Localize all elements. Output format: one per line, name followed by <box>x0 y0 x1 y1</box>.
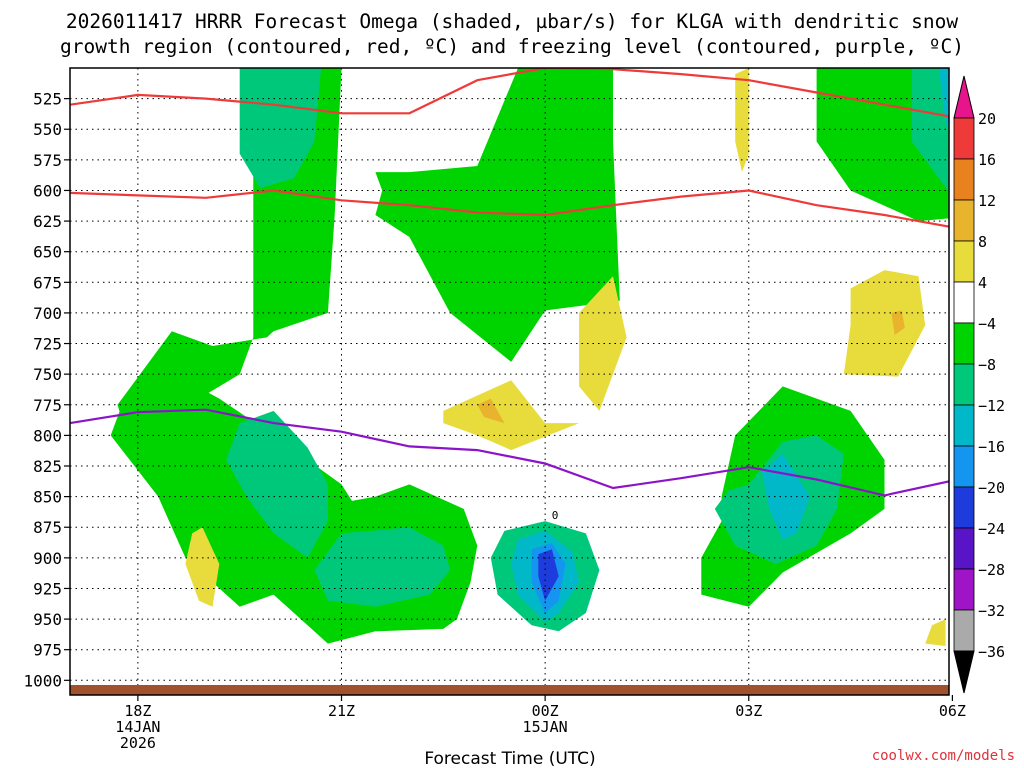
legend-swatch-8 <box>953 445 975 488</box>
legend-label-10: −24 <box>978 520 1005 538</box>
y-tick-label-750: 750 <box>33 365 62 384</box>
legend-swatch-0 <box>953 117 975 160</box>
region-omega-plus8-b <box>891 310 905 335</box>
y-tick-label-875: 875 <box>33 518 62 537</box>
region-omega-minus8-d <box>314 527 451 607</box>
legend-cap-top <box>953 75 975 119</box>
ground-surface <box>70 685 949 695</box>
legend-label-6: −8 <box>978 356 996 374</box>
freezing-level-contour-label: 0 <box>552 509 559 522</box>
legend-swatch-2 <box>953 199 975 242</box>
y-tick-label-950: 950 <box>33 610 62 629</box>
y-tick-label-700: 700 <box>33 304 62 323</box>
legend-label-8: −16 <box>978 438 1005 456</box>
legend-swatch-4 <box>953 281 975 324</box>
y-tick-label-1000: 1000 <box>23 671 62 690</box>
region-omega-plus4-c <box>843 270 926 377</box>
region-omega-plus4-a <box>443 380 580 451</box>
region-omega-minus8-c <box>226 410 328 558</box>
x-tick-label-4-0: 06Z <box>939 702 966 720</box>
legend-swatch-12 <box>953 609 975 652</box>
region-omega-plus4-d <box>185 527 220 607</box>
y-tick-label-725: 725 <box>33 335 62 354</box>
legend-swatch-10 <box>953 527 975 570</box>
x-tick-label-3-0: 03Z <box>735 702 762 720</box>
y-axis-ticks: 525 550 575 600 625 650 675 700 725 750 775 800 825 8… <box>23 90 70 690</box>
legend-swatch-9 <box>953 486 975 529</box>
contour-lines <box>70 68 949 497</box>
plot-frame <box>69 67 950 696</box>
legend-label-3: 8 <box>978 233 987 251</box>
legend-label-7: −12 <box>978 397 1005 415</box>
y-tick-label-975: 975 <box>33 641 62 660</box>
legend-label-0: 20 <box>978 110 996 128</box>
chart-title-line-2: growth region (contoured, red, ºC) and f… <box>60 35 964 58</box>
region-omega-plus8-a <box>477 398 505 424</box>
legend-label-9: −20 <box>978 479 1005 497</box>
y-tick-label-525: 525 <box>33 90 62 109</box>
y-tick-label-550: 550 <box>33 120 62 139</box>
freezing-level-contour <box>70 408 949 497</box>
legend-swatch-3 <box>953 240 975 283</box>
plot-area <box>70 68 1024 695</box>
x-tick-label-0-0: 18Z <box>124 702 151 720</box>
legend-label-5: −4 <box>978 315 996 333</box>
omega-shaded-regions <box>110 68 1024 646</box>
legend-label-4: 4 <box>978 274 987 292</box>
x-tick-label-0-1: 14JAN <box>115 718 160 736</box>
region-omega-plus4-e <box>735 68 749 173</box>
y-tick-label-850: 850 <box>33 488 62 507</box>
legend-label-2: 12 <box>978 192 996 210</box>
chart-title-line-1: 2026011417 HRRR Forecast Omega (shaded, … <box>66 10 958 33</box>
legend-swatch-6 <box>953 363 975 406</box>
legend-swatch-11 <box>953 568 975 611</box>
region-omega-minus4-g <box>986 488 1024 613</box>
credit-text: coolwx.com/models <box>872 748 1015 764</box>
y-tick-label-800: 800 <box>33 426 62 445</box>
region-omega-minus4-b <box>375 68 620 362</box>
region-omega-plus4-b <box>579 276 627 411</box>
y-tick-label-900: 900 <box>33 549 62 568</box>
y-tick-label-925: 925 <box>33 579 62 598</box>
color-legend: 20 16 12 8 4 −4 −8 −12 −16 −20 −24 −28 −32 −36 <box>953 75 1005 694</box>
x-axis-ticks: 18Z14JAN202621Z00Z15JAN03Z06Z09Z <box>115 695 966 752</box>
legend-cap-bottom <box>953 650 975 694</box>
y-tick-label-625: 625 <box>33 212 62 231</box>
y-tick-label-600: 600 <box>33 181 62 200</box>
region-omega-minus12-a <box>938 68 949 128</box>
grid <box>70 68 949 695</box>
region-omega-minus20 <box>538 549 559 601</box>
x-tick-label-2-1: 15JAN <box>523 718 568 736</box>
dgz-upper-contour <box>70 68 949 118</box>
y-tick-label-650: 650 <box>33 243 62 262</box>
y-tick-label-825: 825 <box>33 457 62 476</box>
legend-label-11: −28 <box>978 561 1005 579</box>
legend-label-13: −36 <box>978 643 1005 661</box>
x-axis-title: Forecast Time (UTC) <box>424 749 595 768</box>
region-omega-plus4-f <box>925 619 946 646</box>
legend-label-1: 16 <box>978 151 996 169</box>
dgz-lower-contour <box>70 189 949 228</box>
legend-swatch-5 <box>953 322 975 365</box>
y-tick-label-575: 575 <box>33 151 62 170</box>
legend-swatch-7 <box>953 404 975 447</box>
x-tick-label-0-2: 2026 <box>120 734 156 752</box>
legend-swatch-1 <box>953 158 975 201</box>
y-tick-label-675: 675 <box>33 273 62 292</box>
x-tick-label-1-0: 21Z <box>328 702 355 720</box>
legend-label-12: −32 <box>978 602 1005 620</box>
y-tick-label-775: 775 <box>33 396 62 415</box>
region-omega-minus8-a <box>239 68 322 188</box>
x-tick-label-2-0: 00Z <box>532 702 559 720</box>
